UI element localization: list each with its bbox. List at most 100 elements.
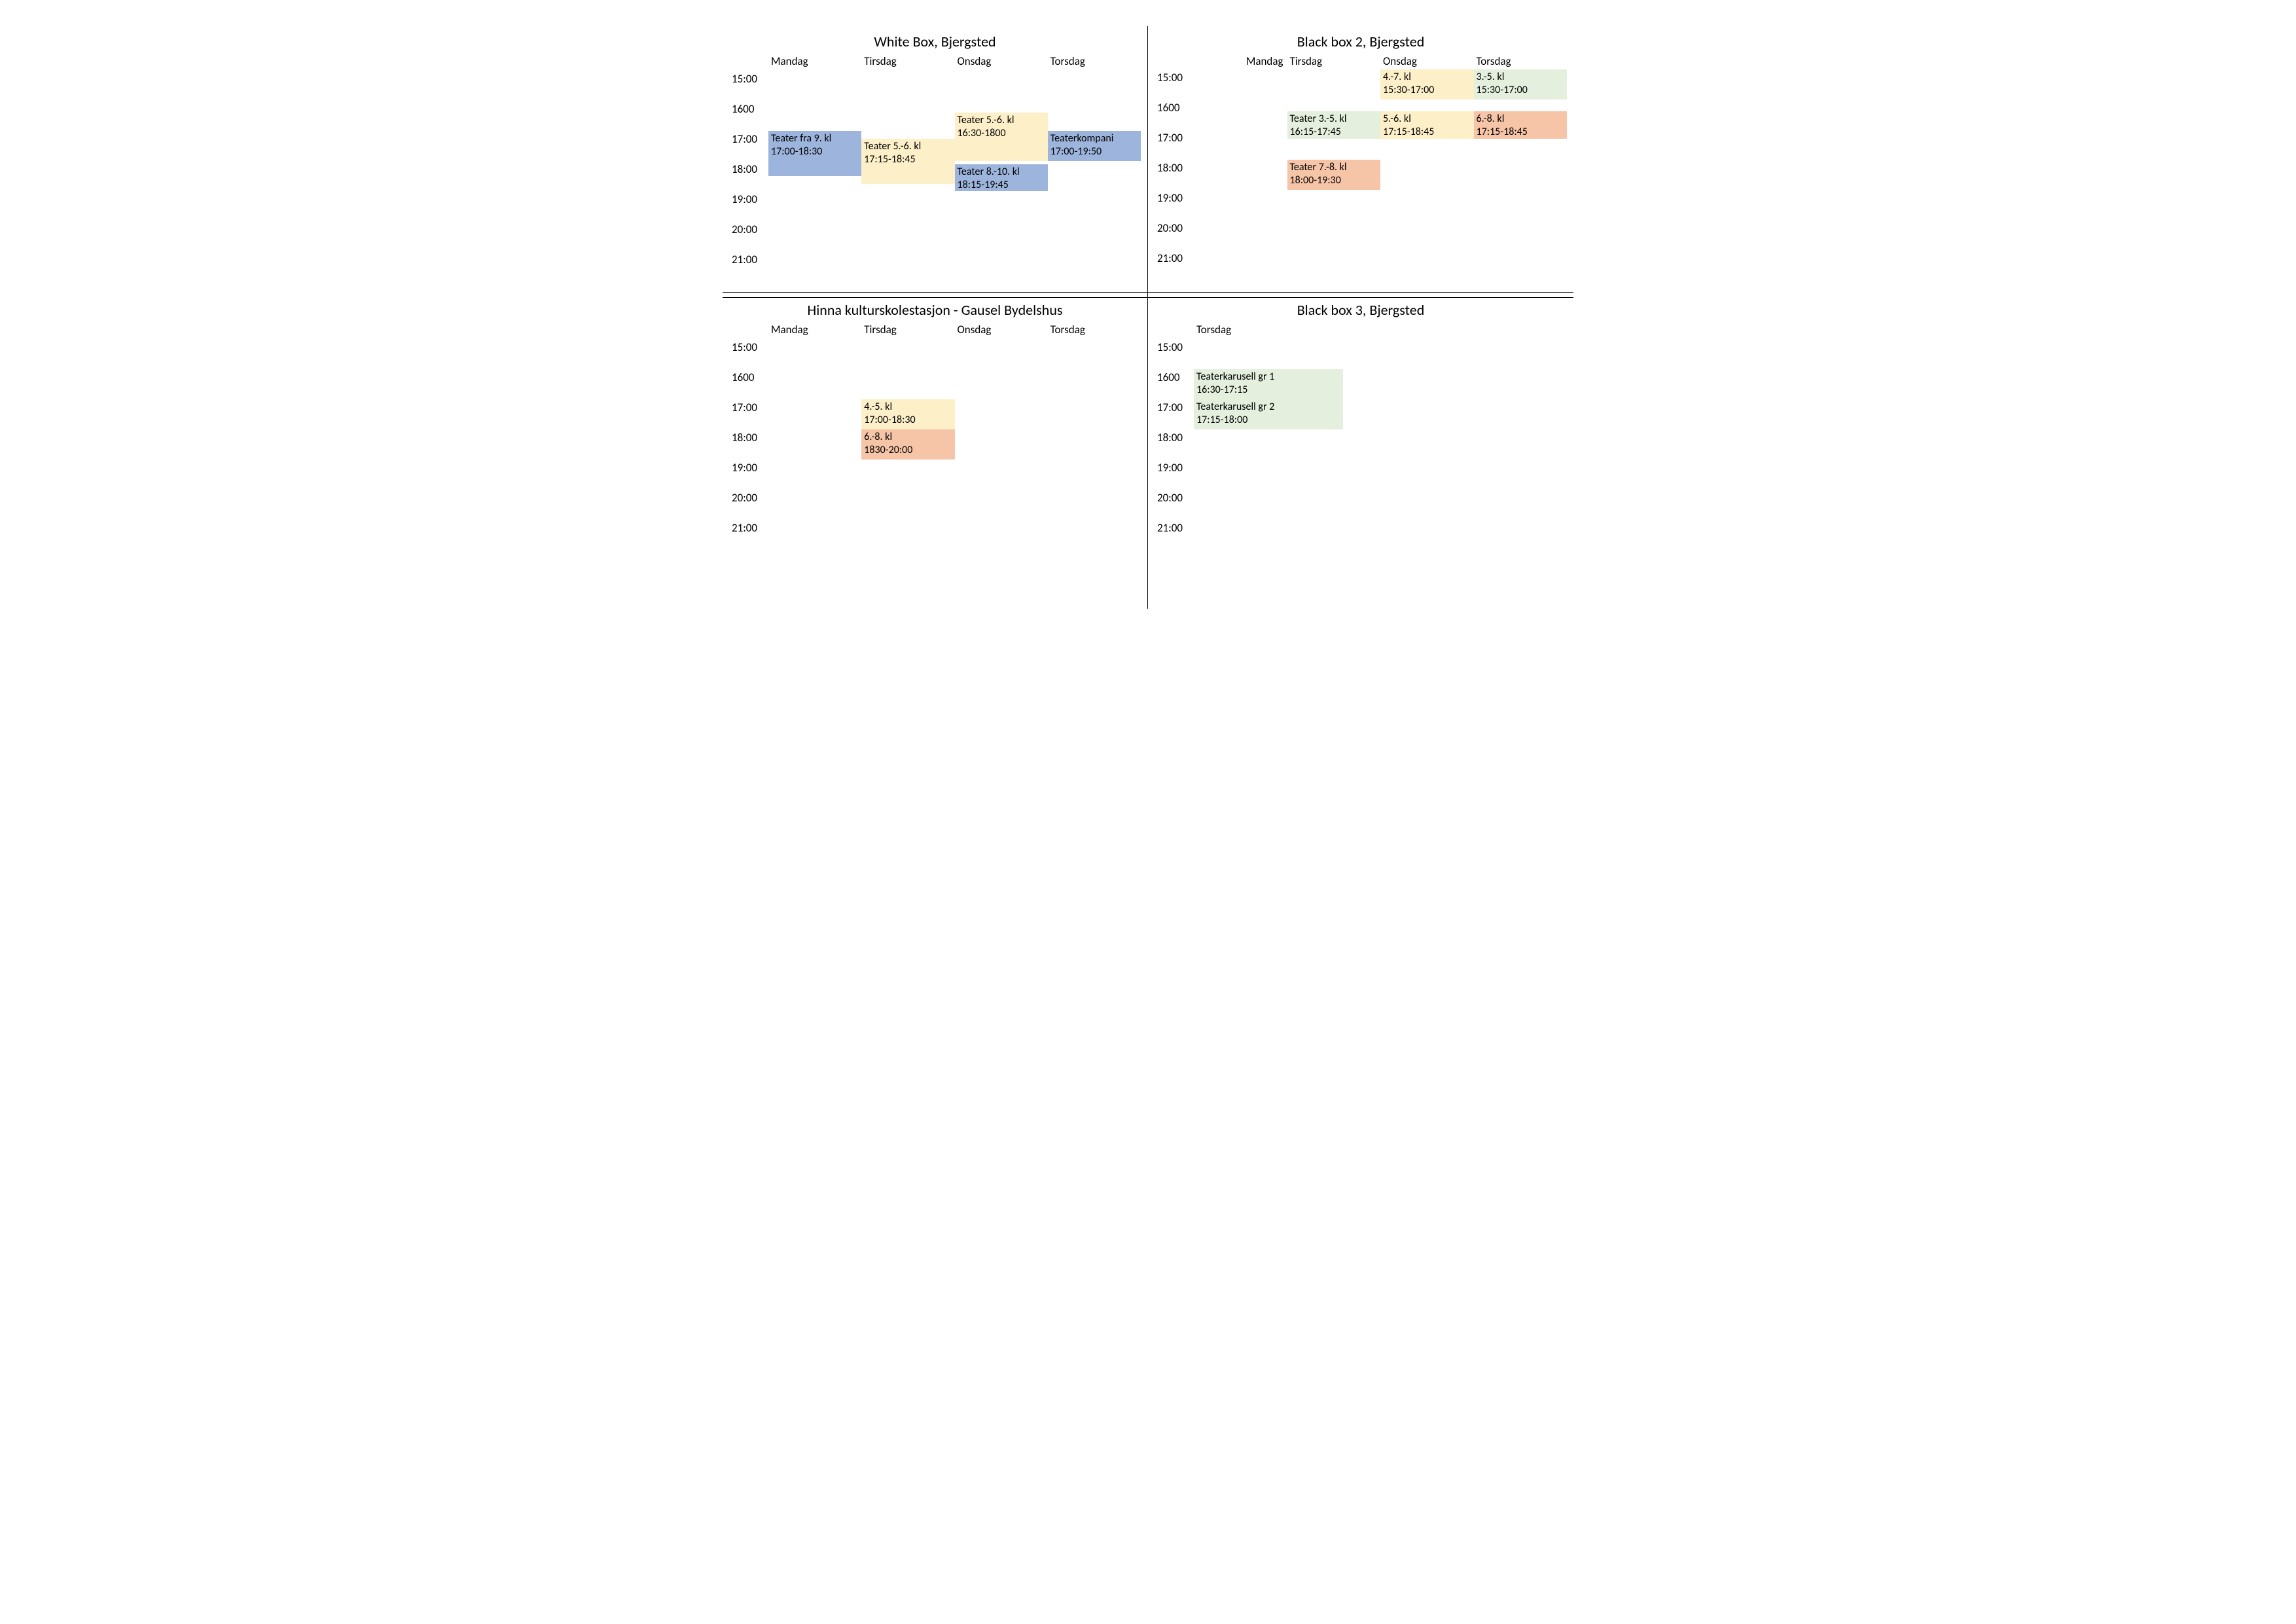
event-title: Teaterkarusell gr 2 bbox=[1196, 401, 1340, 414]
time-row: 21:00 bbox=[1155, 520, 1567, 550]
day-header: Onsdag bbox=[1380, 53, 1474, 69]
time-row: 20:00 bbox=[1155, 490, 1567, 520]
schedule-body: 15:00160017:0018:0019:0020:0021:00 Teater… bbox=[729, 71, 1141, 281]
time-row: 19:00 bbox=[1155, 460, 1567, 490]
quadrant-blackbox3: Black box 3, Bjergsted Torsdag 15:001600… bbox=[1148, 295, 1573, 563]
time-row: 19:00 bbox=[729, 460, 1141, 490]
quadrant-title: Black box 2, Bjergsted bbox=[1155, 33, 1567, 50]
event-time: 16:30-1800 bbox=[958, 127, 1045, 140]
time-row: 20:00 bbox=[1155, 220, 1567, 250]
day-header: Torsdag bbox=[1194, 321, 1287, 338]
time-label: 17:00 bbox=[729, 131, 768, 161]
time-label: 1600 bbox=[729, 369, 768, 399]
event-time: 17:15-18:45 bbox=[1477, 126, 1565, 138]
event-title: 6.-8. kl bbox=[864, 431, 952, 444]
time-label: 19:00 bbox=[729, 460, 768, 490]
event-time: 17:00-19:50 bbox=[1050, 145, 1138, 158]
time-row: 19:00 bbox=[1155, 190, 1567, 220]
time-row: 1600 bbox=[729, 369, 1141, 399]
time-label: 15:00 bbox=[729, 339, 768, 369]
quadrant-hinna: Hinna kulturskolestasjon - Gausel Bydels… bbox=[723, 295, 1148, 563]
event-time: 18:15-19:45 bbox=[958, 179, 1045, 191]
schedule-event: Teater 5.-6. kl16:30-1800 bbox=[955, 113, 1048, 161]
schedule-event: 4.-7. kl15:30-17:00 bbox=[1380, 69, 1474, 99]
time-label: 18:00 bbox=[729, 161, 768, 191]
time-row: 20:00 bbox=[729, 221, 1141, 251]
schedule-hinna: Mandag Tirsdag Onsdag Torsdag 15:0016001… bbox=[729, 321, 1141, 550]
time-label: 17:00 bbox=[729, 399, 768, 429]
day-header: Torsdag bbox=[1474, 53, 1568, 69]
time-row: 18:00 bbox=[1155, 429, 1567, 460]
time-row: 19:00 bbox=[729, 191, 1141, 221]
schedule-blackbox3: Torsdag 15:00160017:0018:0019:0020:0021:… bbox=[1155, 321, 1567, 550]
day-header: Tirsdag bbox=[861, 321, 954, 338]
time-label: 15:00 bbox=[1155, 69, 1194, 99]
event-title: Teater 8.-10. kl bbox=[958, 166, 1045, 179]
day-header: Tirsdag bbox=[1287, 53, 1381, 69]
day-header-row: Torsdag bbox=[1155, 321, 1567, 338]
event-title: 5.-6. kl bbox=[1383, 113, 1471, 126]
event-title: 3.-5. kl bbox=[1477, 71, 1565, 84]
time-label: 18:00 bbox=[1155, 160, 1194, 190]
schedule-event: 5.-6. kl17:15-18:45 bbox=[1380, 111, 1474, 138]
quadrant-title: Hinna kulturskolestasjon - Gausel Bydels… bbox=[729, 301, 1141, 319]
event-time: 17:00-18:30 bbox=[864, 414, 952, 427]
schedule-event: 3.-5. kl15:30-17:00 bbox=[1474, 69, 1568, 99]
schedule-body: 15:00160017:0018:0019:0020:0021:00Teater… bbox=[1155, 69, 1567, 280]
quadrant-title: White Box, Bjergsted bbox=[729, 33, 1141, 50]
time-label: 21:00 bbox=[1155, 250, 1194, 280]
quadrant-blackbox2: Black box 2, Bjergsted Mandag Tirsdag On… bbox=[1148, 26, 1573, 295]
event-title: Teater 5.-6. kl bbox=[958, 114, 1045, 127]
day-header: Torsdag bbox=[1048, 53, 1141, 69]
event-title: 4.-7. kl bbox=[1383, 71, 1471, 84]
time-row: 15:00 bbox=[729, 71, 1141, 101]
time-row: 20:00 bbox=[729, 490, 1141, 520]
time-row: 15:00 bbox=[729, 339, 1141, 369]
time-label: 19:00 bbox=[1155, 460, 1194, 490]
event-title: Teater 5.-6. kl bbox=[864, 140, 952, 153]
event-time: 15:30-17:00 bbox=[1383, 84, 1471, 97]
time-label: 18:00 bbox=[729, 429, 768, 460]
event-time: 17:15-18:45 bbox=[1383, 126, 1471, 138]
time-label: 20:00 bbox=[729, 490, 768, 520]
event-title: Teaterkarusell gr 1 bbox=[1196, 370, 1340, 384]
day-header-row: Mandag Tirsdag Onsdag Torsdag bbox=[729, 321, 1141, 338]
schedule-event: 4.-5. kl17:00-18:30 bbox=[861, 399, 954, 429]
day-header: Onsdag bbox=[955, 53, 1048, 69]
schedule-event: Teater fra 9. kl17:00-18:30 bbox=[768, 131, 861, 176]
time-row: 21:00 bbox=[729, 251, 1141, 281]
time-label: 15:00 bbox=[729, 71, 768, 101]
schedule-blackbox2: Mandag Tirsdag Onsdag Torsdag 15:0016001… bbox=[1155, 53, 1567, 280]
event-time: 16:15-17:45 bbox=[1290, 126, 1378, 138]
schedule-event: Teater 7.-8. kl18:00-19:30 bbox=[1287, 160, 1381, 190]
day-header: Tirsdag bbox=[861, 53, 954, 69]
day-header: Torsdag bbox=[1048, 321, 1141, 338]
time-label: 20:00 bbox=[1155, 220, 1194, 250]
time-label: 20:00 bbox=[729, 221, 768, 251]
event-time: 1830-20:00 bbox=[864, 444, 952, 457]
time-label: 17:00 bbox=[1155, 399, 1194, 429]
event-title: Teater 7.-8. kl bbox=[1290, 161, 1378, 174]
time-row: 1600 bbox=[729, 101, 1141, 131]
time-label: 19:00 bbox=[1155, 190, 1194, 220]
day-header: Mandag bbox=[768, 321, 861, 338]
day-header: Onsdag bbox=[955, 321, 1048, 338]
vertical-divider-extension bbox=[1147, 563, 1148, 609]
quadrant-whitebox: White Box, Bjergsted Mandag Tirsdag Onsd… bbox=[723, 26, 1148, 295]
time-row: 15:00 bbox=[1155, 339, 1567, 369]
schedule-event: Teaterkarusell gr 116:30-17:15 bbox=[1194, 369, 1343, 399]
event-time: 17:00-18:30 bbox=[771, 145, 859, 158]
event-time: 17:15-18:45 bbox=[864, 153, 952, 166]
time-label: 1600 bbox=[1155, 369, 1194, 399]
event-time: 15:30-17:00 bbox=[1477, 84, 1565, 97]
schedule-event: Teater 8.-10. kl18:15-19:45 bbox=[955, 164, 1048, 191]
time-label: 1600 bbox=[729, 101, 768, 131]
event-title: 4.-5. kl bbox=[864, 401, 952, 414]
event-title: Teaterkompani bbox=[1050, 132, 1138, 145]
time-row: 21:00 bbox=[1155, 250, 1567, 280]
schedule-body: 15:00160017:0018:0019:0020:0021:00 Teater… bbox=[1155, 339, 1567, 550]
schedule-event: Teaterkompani17:00-19:50 bbox=[1048, 131, 1141, 161]
time-label: 17:00 bbox=[1155, 130, 1194, 160]
day-header: Mandag bbox=[768, 53, 861, 69]
schedule-event: 6.-8. kl1830-20:00 bbox=[861, 429, 954, 460]
